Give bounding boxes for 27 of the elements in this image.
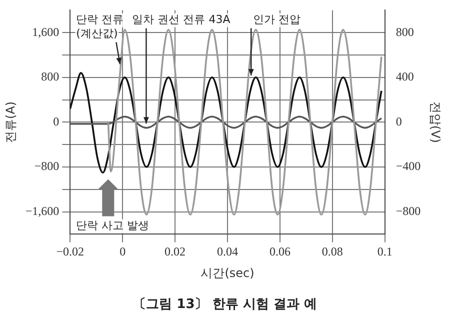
annotation: 일차 권선 전류 43A xyxy=(132,13,231,26)
text: 〔그림 13〕 한류 시험 결과 예 xyxy=(132,296,318,313)
y-axis-title: 전류(A) xyxy=(3,101,18,143)
line-series xyxy=(70,116,382,129)
x-tick-label: 0.06 xyxy=(269,244,290,259)
y2-tick-label: −400 xyxy=(396,159,421,174)
y2-tick-label: 400 xyxy=(396,70,414,84)
y-tick-label: −800 xyxy=(34,159,60,174)
x-tick-label: 0.1 xyxy=(377,244,392,259)
x-tick-label: 0.04 xyxy=(217,244,238,259)
x-tick-label: −0.02 xyxy=(56,244,84,259)
y2-tick-label: −800 xyxy=(396,204,421,218)
annotation: 인가 전압 xyxy=(253,13,301,26)
annotation: 단락 사고 발생 xyxy=(76,219,150,232)
y2-tick-label: 0 xyxy=(396,114,402,128)
y2-tick-label: 800 xyxy=(396,24,414,39)
y2-axis-title: 전압(V) xyxy=(428,101,443,143)
x-tick-label: 0 xyxy=(120,244,126,259)
y-tick-label: 0 xyxy=(53,114,60,128)
line-series xyxy=(70,72,382,174)
x-axis-title: 시간(sec) xyxy=(200,266,254,280)
y-tick-label: 1,600 xyxy=(32,24,60,39)
y-tick-label: −1,600 xyxy=(25,204,60,218)
y-tick-label: 800 xyxy=(41,70,60,84)
x-tick-label: 0.02 xyxy=(164,244,186,259)
annotation: 단락 전류 (계산값) xyxy=(76,13,124,40)
x-tick-label: 0.08 xyxy=(322,244,343,259)
